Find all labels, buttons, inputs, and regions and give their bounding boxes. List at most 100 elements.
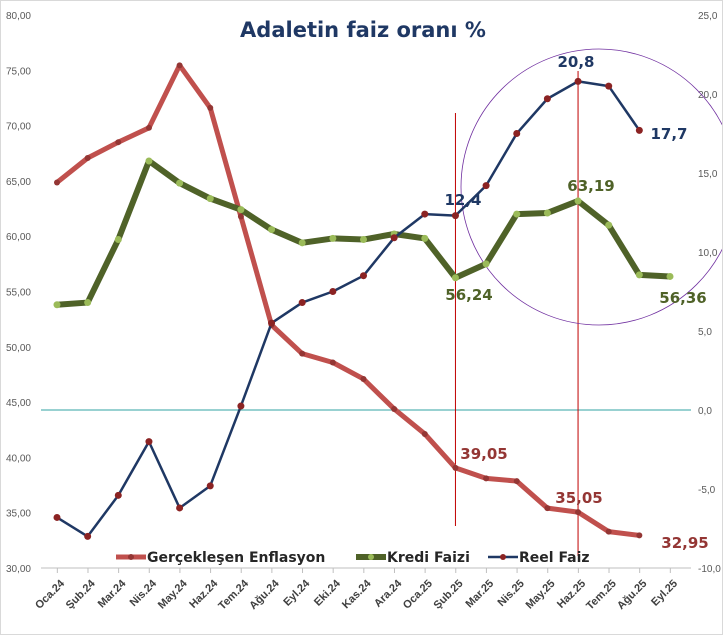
data-point xyxy=(298,239,306,247)
data-point xyxy=(482,182,490,190)
y-left-tick-label: 40,00 xyxy=(6,453,31,464)
data-point xyxy=(329,234,337,242)
x-tick-label: Eki.24 xyxy=(312,577,344,609)
data-point xyxy=(145,157,153,165)
legend-label: Gerçekleşen Enflasyon xyxy=(147,550,325,566)
data-point xyxy=(421,210,429,218)
legend-marker xyxy=(368,554,374,560)
data-label: 39,05 xyxy=(460,445,507,463)
data-label: 32,95 xyxy=(661,534,708,552)
y-right-tick-label: 25,0 xyxy=(698,11,718,22)
data-point xyxy=(390,234,398,242)
data-point xyxy=(176,504,184,512)
data-point xyxy=(206,195,214,203)
data-point xyxy=(237,402,245,410)
series-line-0 xyxy=(55,62,640,538)
y-right-tick-label: -5,0 xyxy=(698,485,716,496)
data-point xyxy=(145,438,153,446)
data-point xyxy=(452,464,459,471)
y-left-tick-label: 35,00 xyxy=(6,509,31,520)
data-point xyxy=(574,197,582,205)
data-point xyxy=(237,206,245,214)
data-point xyxy=(84,299,92,307)
y-left-tick-label: 60,00 xyxy=(6,232,31,243)
data-point xyxy=(54,179,60,186)
data-point xyxy=(268,226,276,234)
y-left-tick-label: 30,00 xyxy=(6,564,31,575)
data-point xyxy=(391,405,398,412)
data-point xyxy=(574,77,582,85)
data-point xyxy=(513,130,521,137)
data-label: 20,8 xyxy=(557,53,594,71)
x-tick-label: Nis.24 xyxy=(128,577,160,609)
x-tick-label: Şub.25 xyxy=(432,578,466,612)
data-point xyxy=(513,210,521,218)
data-point xyxy=(298,299,306,307)
data-point xyxy=(421,234,429,242)
data-label: 63,19 xyxy=(567,177,614,195)
x-tick-label: Tem.24 xyxy=(216,577,251,612)
data-point xyxy=(237,213,244,220)
data-point xyxy=(329,288,337,295)
data-point xyxy=(206,482,214,490)
data-point xyxy=(605,221,613,229)
x-tick-label: Şub.24 xyxy=(64,577,99,612)
data-point xyxy=(605,82,613,90)
data-point xyxy=(360,375,367,382)
data-point xyxy=(176,62,183,69)
data-point xyxy=(605,528,612,535)
x-tick-label: Ağu.24 xyxy=(247,577,282,612)
y-left-tick-label: 45,00 xyxy=(6,398,31,409)
legend-marker xyxy=(128,554,134,560)
legend-marker xyxy=(500,554,506,560)
legend-label: Reel Faiz xyxy=(519,550,590,566)
data-point xyxy=(176,179,184,187)
data-point xyxy=(635,271,643,279)
x-tick-label: May.25 xyxy=(524,578,558,612)
x-tick-label: Oca.25 xyxy=(401,578,435,612)
y-right-tick-label: 5,0 xyxy=(698,327,712,338)
x-tick-label: Eyl.25 xyxy=(649,578,680,609)
data-point xyxy=(84,155,91,162)
series-line-2 xyxy=(56,80,641,538)
y-right-tick-label: 10,0 xyxy=(698,248,718,259)
data-point xyxy=(421,430,428,437)
y-left-tick-label: 55,00 xyxy=(6,288,31,299)
data-point xyxy=(483,475,490,482)
y-right-tick-label: 15,0 xyxy=(698,169,718,180)
x-tick-label: Mar.25 xyxy=(464,578,497,611)
x-tick-label: May.24 xyxy=(156,577,190,611)
data-point xyxy=(114,491,122,499)
y-right-tick-label: -10,0 xyxy=(698,564,721,575)
data-point xyxy=(84,532,92,540)
y-right-tick-label: 20,0 xyxy=(698,90,718,101)
data-label: 56,24 xyxy=(445,286,492,304)
y-left-tick-label: 75,00 xyxy=(6,66,31,77)
x-tick-label: Ağu.25 xyxy=(615,578,649,612)
data-point xyxy=(145,124,152,131)
x-tick-label: Haz.24 xyxy=(187,577,221,611)
data-point xyxy=(543,95,551,103)
x-tick-label: Nis.25 xyxy=(495,578,526,609)
chart-title: Adaletin faiz oranı % xyxy=(240,18,486,42)
data-point xyxy=(513,478,520,485)
data-point xyxy=(482,260,490,268)
data-point xyxy=(635,126,643,134)
data-label: 17,7 xyxy=(650,125,687,143)
data-point xyxy=(666,272,674,280)
data-point xyxy=(53,301,61,309)
data-label: 35,05 xyxy=(555,489,602,507)
x-tick-label: Ara.24 xyxy=(372,577,405,610)
x-tick-label: Eyl.24 xyxy=(281,577,313,609)
legend-label: Kredi Faizi xyxy=(387,550,470,566)
data-point xyxy=(360,272,367,280)
x-tick-label: Kas.24 xyxy=(340,577,374,611)
x-tick-label: Mar.24 xyxy=(96,577,129,610)
data-point xyxy=(544,505,551,512)
y-left-tick-label: 65,00 xyxy=(6,177,31,188)
data-label: 56,36 xyxy=(659,289,706,307)
y-left-tick-label: 50,00 xyxy=(6,343,31,354)
data-point xyxy=(299,350,306,357)
